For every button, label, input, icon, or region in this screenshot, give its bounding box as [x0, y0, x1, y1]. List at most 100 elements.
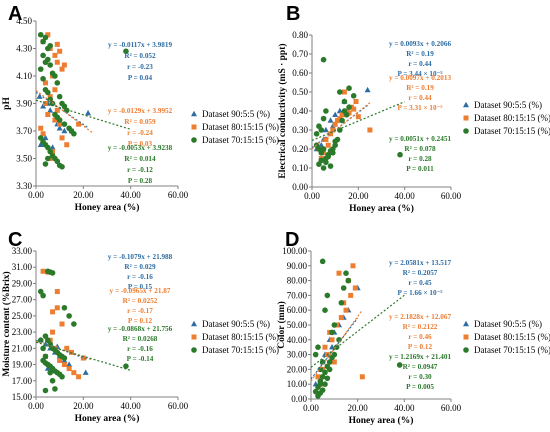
- data-point: [42, 34, 49, 41]
- legend-label: Dataset 80:15:15 (%): [202, 332, 279, 342]
- data-point: [42, 80, 48, 86]
- data-point: [61, 127, 68, 134]
- series-circle: [37, 268, 129, 394]
- regression-annotation: P = 0.12: [128, 317, 153, 325]
- data-point: [322, 344, 328, 350]
- data-point: [353, 99, 359, 104]
- trendline: [310, 309, 363, 382]
- legend-triangle-marker: [191, 110, 197, 117]
- regression-annotation: r = 0.45: [408, 279, 432, 287]
- data-point: [49, 270, 56, 276]
- data-point: [37, 141, 44, 147]
- data-point: [52, 87, 58, 93]
- data-point: [322, 381, 328, 388]
- data-point: [352, 285, 358, 291]
- panel-C: C 15.00 17.00 19.00 21.00 23.00 25.00 27.00 29.0…: [1, 229, 279, 424]
- data-point: [332, 138, 338, 145]
- y-tick-label: 3.70: [16, 126, 32, 136]
- y-tick-label: 3.90: [16, 99, 32, 109]
- data-point: [40, 268, 46, 274]
- data-point: [318, 157, 325, 164]
- data-point: [71, 321, 77, 327]
- regression-annotation: r = -0.23: [127, 63, 153, 71]
- data-point: [80, 355, 86, 361]
- data-point: [319, 359, 326, 365]
- data-point: [42, 101, 48, 106]
- data-point: [351, 106, 357, 112]
- data-point: [324, 292, 331, 299]
- data-point: [47, 148, 53, 155]
- data-point: [61, 103, 68, 110]
- panel-B: B 0.00 0.10 0.20 0.30 0.40 0.50 0.60 0.70 0.80 0.0…: [277, 3, 550, 214]
- data-point: [52, 117, 58, 123]
- data-point: [319, 258, 326, 265]
- regression-annotation: R² = 0.2057: [403, 269, 438, 277]
- data-point: [66, 366, 72, 372]
- data-point: [49, 144, 56, 150]
- data-point: [320, 115, 327, 122]
- regression-annotation: y = 1.2169x + 21.401: [389, 353, 452, 361]
- x-axis-title: Honey area (%): [349, 415, 414, 426]
- regression-annotation: R² = 0.2122: [403, 323, 438, 331]
- legend-label: Dataset 70:15:15 (%): [202, 135, 279, 145]
- data-point: [64, 345, 70, 351]
- data-point: [337, 89, 343, 95]
- data-point: [47, 107, 54, 113]
- y-tick-label: 15.00: [12, 392, 33, 402]
- y-tick-label: 0.20: [292, 144, 308, 154]
- data-point: [319, 387, 326, 393]
- regression-annotation: r = -0.17: [127, 307, 153, 315]
- data-point: [45, 112, 51, 117]
- x-tick-label: 20.00: [73, 190, 94, 200]
- data-point: [66, 313, 72, 319]
- data-point: [330, 127, 336, 133]
- regression-annotation: P = 1.66 × 10⁻⁵: [397, 289, 442, 297]
- data-point: [123, 363, 129, 369]
- data-point: [57, 121, 63, 127]
- data-point: [343, 307, 349, 313]
- y-tick-label: 20.00: [287, 364, 308, 374]
- data-point: [341, 98, 348, 105]
- data-point: [37, 135, 44, 141]
- legend-square-marker: [463, 115, 469, 121]
- y-tick-label: 0.80: [292, 30, 308, 40]
- regression-annotation: P = 0.04: [128, 74, 153, 82]
- data-point: [59, 163, 65, 170]
- regression-annotation: R² = 0.078: [404, 145, 436, 153]
- regression-annotation: P = 0.28: [128, 177, 153, 185]
- data-point: [64, 142, 70, 148]
- data-point: [397, 151, 403, 158]
- data-point: [47, 62, 53, 68]
- data-point: [359, 374, 365, 380]
- data-point: [45, 144, 51, 151]
- data-point: [45, 32, 51, 38]
- x-axis-title: Honey area (%): [75, 202, 140, 213]
- y-tick-label: 100.00: [282, 246, 307, 256]
- series-circle: [37, 31, 129, 170]
- regression-annotation: r = -0.16: [127, 345, 153, 353]
- data-point: [45, 89, 51, 96]
- data-point: [54, 41, 60, 47]
- regression-annotation: r = 0.44: [408, 60, 432, 68]
- data-point: [76, 374, 82, 380]
- y-tick-label: 50.00: [287, 320, 308, 330]
- regression-annotation: P = 0.011: [406, 165, 434, 173]
- data-point: [322, 126, 329, 133]
- data-point: [317, 381, 324, 388]
- regression-annotation: y = 2.1828x + 12.067: [389, 313, 452, 321]
- y-axis-title: Moisture content (%Brix): [1, 271, 12, 376]
- data-point: [54, 289, 60, 295]
- data-point: [320, 165, 327, 171]
- data-point: [59, 373, 65, 380]
- legend-label: Dataset 90:5:5 (%): [474, 100, 542, 110]
- y-tick-label: 0.70: [292, 49, 308, 59]
- data-point: [82, 369, 89, 375]
- regression-annotation: R² = 0.014: [124, 155, 156, 163]
- x-axis-title: Honey area (%): [75, 413, 140, 424]
- data-point: [59, 135, 65, 141]
- data-point: [332, 111, 339, 117]
- y-axis-title: pH: [2, 97, 12, 110]
- data-point: [52, 52, 58, 58]
- data-point: [346, 104, 352, 110]
- panel-label: A: [8, 3, 22, 25]
